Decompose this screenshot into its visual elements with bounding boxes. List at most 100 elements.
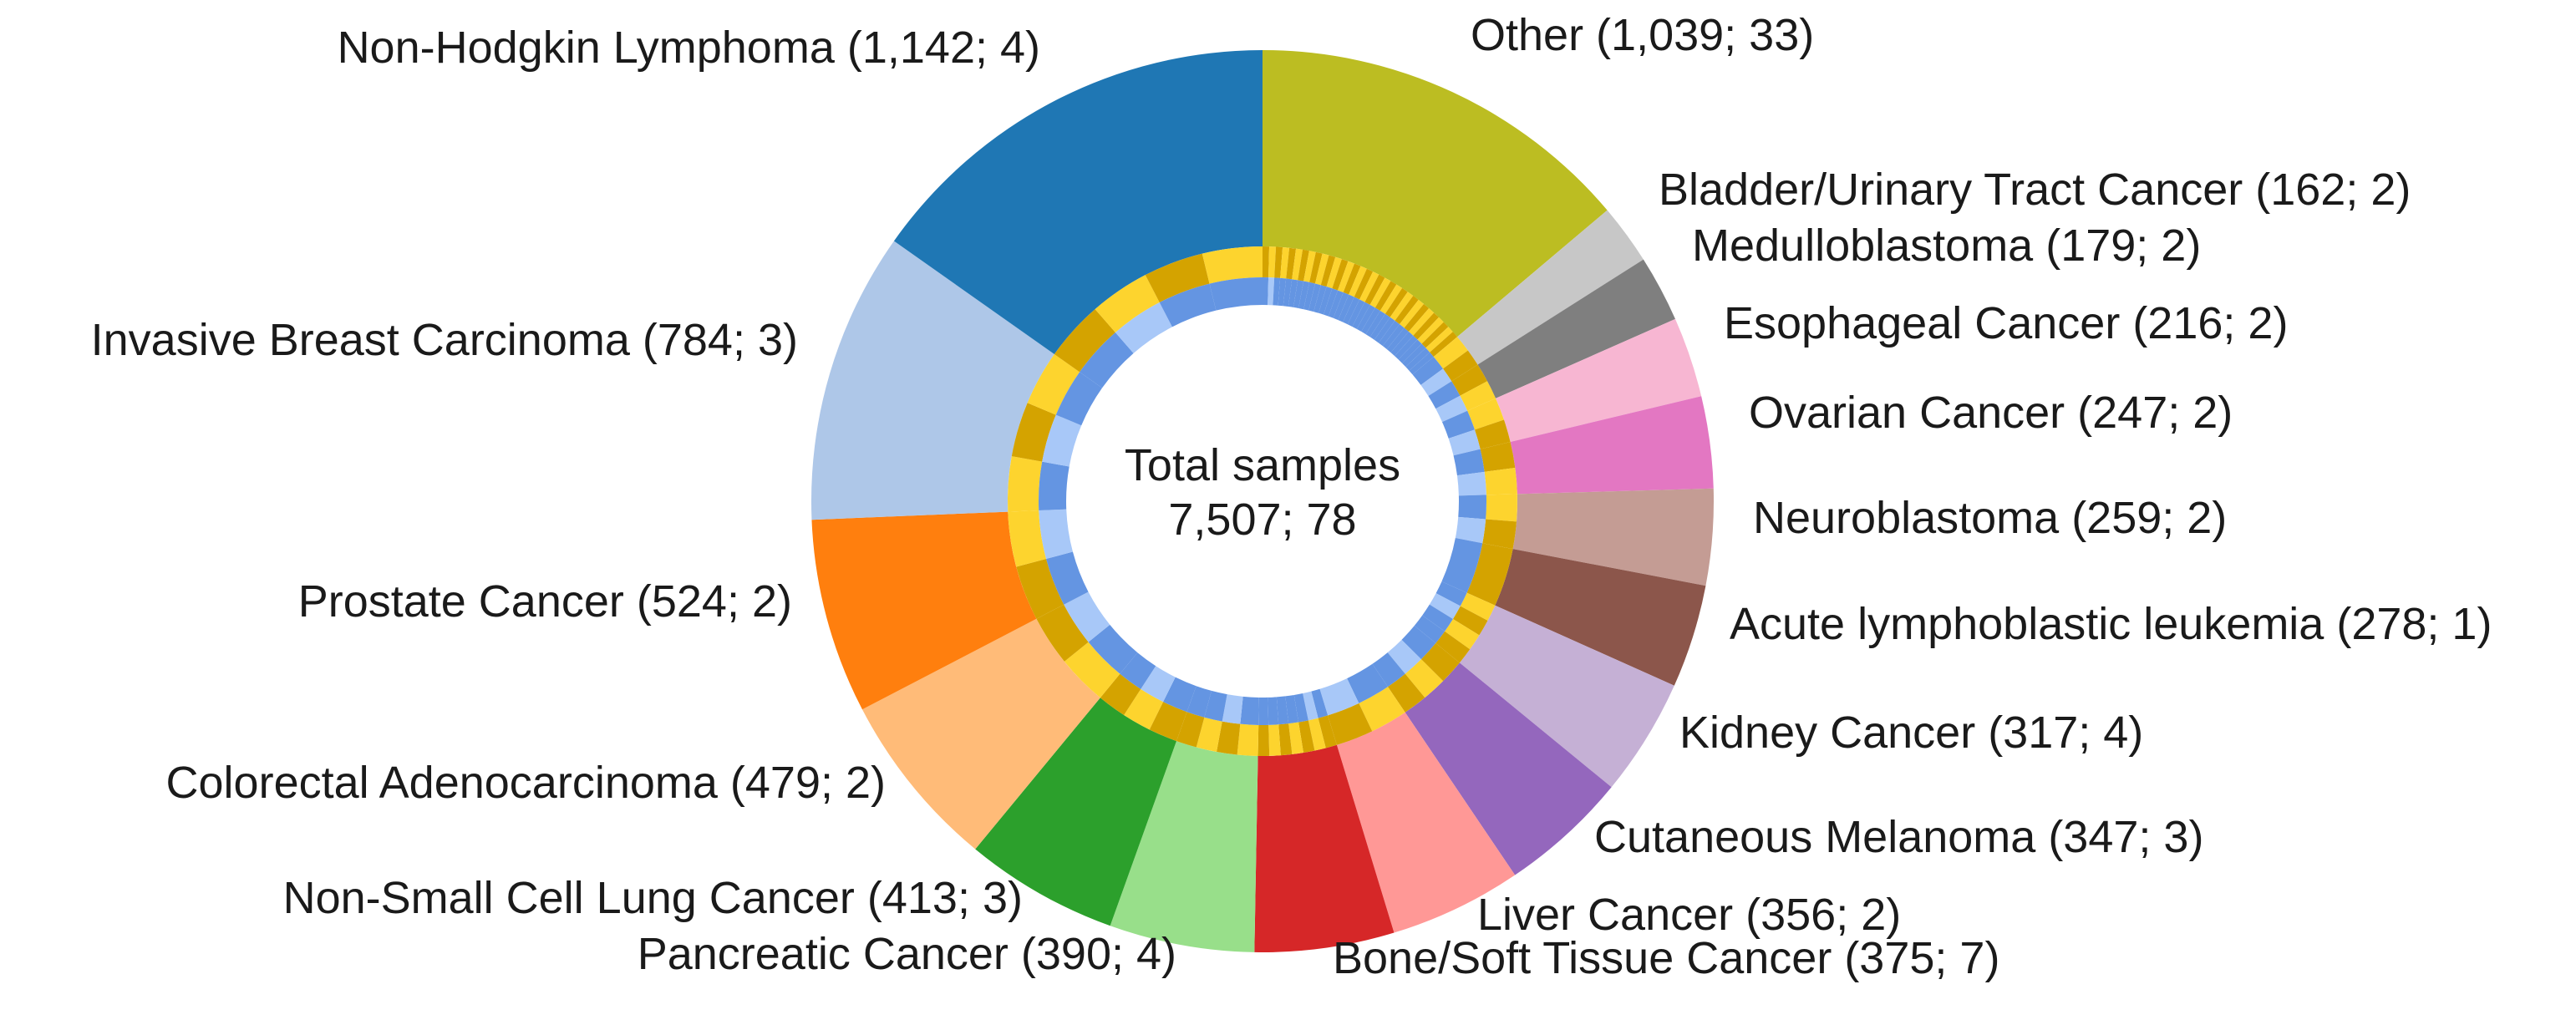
sample-segment-non-small-cell-lung-cancer (1141, 666, 1176, 703)
study-segment-pancreatic-cancer (1176, 712, 1205, 748)
sample-segment-other (1398, 339, 1422, 363)
study-segment-bone-soft-tissue-cancer (1258, 724, 1270, 757)
inner-ring (1039, 277, 1486, 725)
study-segment-other (1280, 246, 1290, 279)
slice-non-hodgkin-lymphoma (893, 50, 1263, 355)
label-bone-soft-tissue-cancer: Bone/Soft Tissue Cancer (375; 7) (1333, 933, 1999, 983)
study-segment-other (1338, 261, 1354, 293)
sample-segment-other (1313, 285, 1327, 313)
study-segment-other (1404, 303, 1430, 332)
study-segment-non-small-cell-lung-cancer (1149, 702, 1187, 742)
label-pancreatic-cancer: Pancreatic Cancer (390; 4) (638, 929, 1176, 979)
study-segment-cutaneous-melanoma (1387, 673, 1425, 713)
slice-liver-cancer (1336, 712, 1516, 933)
label-prostate-cancer: Prostate Cancer (524; 2) (298, 576, 792, 627)
sample-segment-cutaneous-melanoma (1401, 625, 1436, 660)
sample-segment-other (1347, 299, 1365, 327)
sample-segment-other (1382, 324, 1405, 350)
study-segment-kidney-cancer (1460, 592, 1496, 621)
slice-ovarian-cancer (1510, 396, 1714, 495)
sample-segment-other (1395, 335, 1418, 360)
slice-esophageal-cancer (1496, 318, 1702, 442)
study-segment-other (1354, 268, 1374, 300)
sample-segment-kidney-cancer (1429, 593, 1461, 619)
study-segment-bone-soft-tissue-cancer (1318, 715, 1337, 748)
label-medulloblastoma: Medulloblastoma (179; 2) (1692, 221, 2201, 271)
slice-medulloblastoma (1477, 259, 1675, 398)
study-segment-non-small-cell-lung-cancer (1124, 688, 1164, 730)
study-segment-other (1332, 259, 1349, 291)
study-segment-other (1374, 281, 1397, 312)
study-segment-other (1379, 284, 1403, 314)
sample-segment-kidney-cancer (1414, 615, 1446, 643)
study-segment-bone-soft-tissue-cancer (1298, 720, 1315, 753)
study-segment-other (1298, 249, 1309, 282)
study-segment-other (1408, 307, 1435, 336)
sample-segment-pancreatic-cancer (1240, 696, 1259, 725)
sample-segment-kidney-cancer (1435, 581, 1467, 606)
study-segment-esophageal-cancer (1474, 419, 1511, 449)
center-total-value: 7,507; 78 (1168, 495, 1356, 545)
study-segment-ovarian-cancer (1480, 441, 1516, 472)
label-non-small-cell-lung-cancer: Non-Small Cell Lung Cancer (413; 3) (283, 873, 1023, 923)
sample-segment-other (1405, 348, 1430, 371)
sample-segment-bone-soft-tissue-cancer (1276, 696, 1289, 725)
sample-segment-other (1283, 278, 1293, 307)
slice-invasive-breast-carcinoma (811, 241, 1054, 520)
sample-segment-acute-lymphoblastic-leukemia (1441, 538, 1483, 593)
sample-segment-esophageal-cancer (1448, 429, 1481, 456)
study-segment-liver-cancer (1328, 703, 1373, 745)
sample-segment-other (1324, 288, 1339, 317)
sample-segment-other (1343, 297, 1360, 325)
label-acute-lymphoblastic-leukemia: Acute lymphoblastic leukemia (278; 1) (1730, 599, 2492, 649)
sample-segment-other (1273, 277, 1281, 306)
label-other: Other (1,039; 33) (1471, 10, 1814, 60)
study-segment-other (1425, 327, 1453, 353)
slice-other (1263, 50, 1608, 337)
study-segment-other (1417, 317, 1444, 344)
sample-segment-cutaneous-melanoma (1372, 652, 1405, 688)
sample-segment-pancreatic-cancer (1222, 694, 1243, 724)
study-segment-non-hodgkin-lymphoma (1202, 246, 1263, 284)
study-segment-other (1400, 299, 1425, 328)
label-liver-cancer: Liver Cancer (356; 2) (1477, 890, 1901, 940)
slice-kidney-cancer (1459, 605, 1674, 788)
study-segment-other (1343, 263, 1361, 295)
sample-segment-other (1293, 280, 1304, 308)
middle-ring (1007, 246, 1517, 757)
sample-segment-non-hodgkin-lymphoma (1209, 277, 1263, 311)
study-segment-other (1359, 271, 1379, 302)
study-segment-non-hodgkin-lymphoma (1145, 253, 1210, 303)
study-segment-neuroblastoma (1482, 519, 1517, 550)
study-segment-cutaneous-melanoma (1420, 642, 1460, 682)
study-segment-pancreatic-cancer (1237, 723, 1259, 756)
label-neuroblastoma: Neuroblastoma (259; 2) (1753, 493, 2227, 543)
sample-segment-non-hodgkin-lymphoma (1115, 302, 1172, 353)
sample-segment-other (1268, 277, 1275, 306)
study-segment-medulloblastoma (1460, 381, 1496, 411)
study-segment-bone-soft-tissue-cancer (1278, 723, 1293, 756)
slice-bladder-urinary-tract-cancer (1457, 210, 1644, 365)
study-segment-medulloblastoma (1451, 364, 1488, 396)
study-segment-esophageal-cancer (1467, 398, 1504, 430)
sample-segment-other (1298, 281, 1310, 310)
sample-segment-medulloblastoma (1435, 395, 1468, 423)
sample-segment-other (1318, 287, 1333, 315)
study-segment-bone-soft-tissue-cancer (1288, 722, 1304, 754)
sample-segment-neuroblastoma (1455, 516, 1486, 544)
study-segment-pancreatic-cancer (1217, 721, 1241, 755)
sample-segment-other (1402, 343, 1426, 368)
study-segment-other (1369, 277, 1391, 308)
sample-segment-other (1352, 302, 1370, 329)
study-segment-kidney-cancer (1435, 631, 1471, 663)
study-segment-ovarian-cancer (1484, 467, 1517, 495)
sample-segment-esophageal-cancer (1441, 410, 1475, 439)
study-segment-kidney-cancer (1452, 606, 1488, 636)
center-total-label: Total samples (1125, 440, 1400, 490)
sample-segment-other (1390, 332, 1414, 357)
sample-segment-invasive-breast-carcinoma (1042, 414, 1082, 467)
study-segment-neuroblastoma (1486, 494, 1517, 522)
sample-segment-other (1328, 290, 1344, 318)
sample-segment-bone-soft-tissue-cancer (1258, 697, 1269, 725)
